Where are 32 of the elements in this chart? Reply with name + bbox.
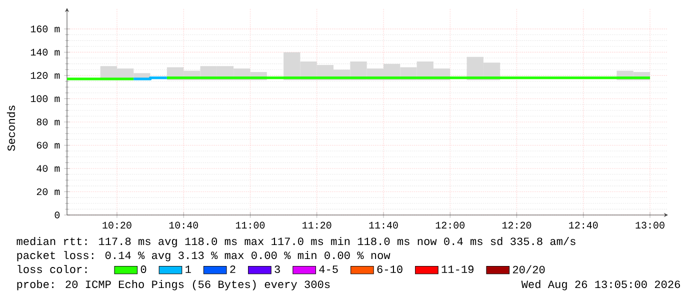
- x-tick-label: 10:20: [102, 222, 132, 229]
- text: Wed Aug 26 13:05:00 2026: [521, 280, 680, 290]
- text: packet loss: 0.14 % avg 3.13 % max 0.00 % min 0.00 % now: [17, 250, 390, 262]
- text: median rtt: 117.8 ms avg 118.0 ms max 117.0 ms min 118.0 ms now 0.4 ms sd 335.8 am/s: [16, 236, 576, 248]
- legend-label: 2: [230, 266, 236, 273]
- y-tick-label: 20 m: [36, 188, 60, 196]
- legend-label: 4-5: [319, 266, 338, 273]
- legend-label: 0: [140, 266, 146, 274]
- y-tick-label: 80 m: [36, 118, 60, 126]
- y-tick-label: 140 m: [30, 48, 60, 56]
- x-tick-label: 12:00: [436, 222, 464, 229]
- x-tick-label: 11:00: [236, 222, 265, 229]
- x-tick-label: 11:40: [369, 222, 398, 229]
- legend-label: 1: [186, 266, 191, 273]
- x-tick-label: 11:20: [302, 222, 332, 229]
- legend-label: 3: [274, 266, 280, 274]
- legend-label: 11-19: [442, 266, 474, 274]
- y-tick-label: 60 m: [36, 142, 60, 149]
- y-tick-label: 0: [54, 212, 60, 218]
- y-tick-label: 120 m: [30, 72, 60, 79]
- legend-label: 20/20: [512, 265, 545, 274]
- x-tick-label: 12:40: [569, 222, 598, 229]
- y-tick-label: 160 m: [30, 26, 60, 32]
- x-tick-label: 12:20: [502, 222, 532, 229]
- text: probe: 20 ICMP Echo Pings (56 Bytes) every 300s: [17, 280, 330, 290]
- x-tick-label: 10:40: [169, 222, 198, 229]
- y-tick-label: 40 m: [36, 165, 60, 172]
- legend-label: 6-10: [377, 266, 402, 274]
- y-axis-title: Seconds: [6, 106, 16, 151]
- x-tick-label: 13:00: [636, 222, 664, 229]
- y-tick-label: 100 m: [30, 95, 60, 102]
- legend-title: loss color:: [18, 264, 87, 274]
